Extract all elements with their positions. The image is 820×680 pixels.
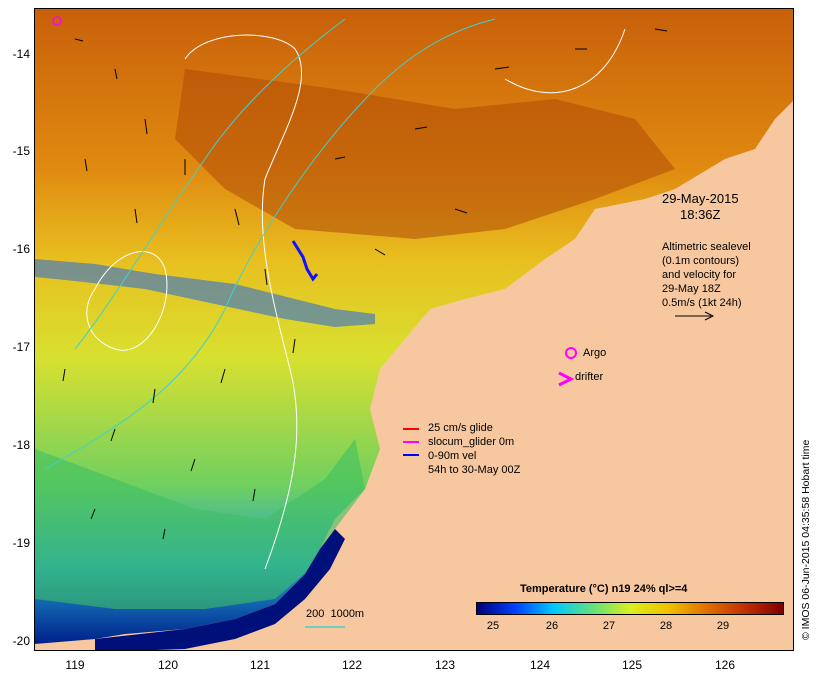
argo-label: Argo — [583, 347, 607, 359]
colorbar-tick: 28 — [659, 620, 673, 632]
lon-label: 122 — [341, 658, 363, 672]
altimetry-line: 0.5m/s (1kt 24h) — [662, 297, 742, 309]
legend-vel-label: 0-90m vel — [428, 450, 477, 462]
lat-label: -17 — [12, 340, 30, 354]
legend-span-label: 54h to 30-May 00Z — [428, 464, 521, 476]
blue-coastal — [95, 529, 345, 650]
colorbar-title: Temperature (°C) n19 24% ql>=4 — [520, 583, 688, 595]
colorbar-tick: 27 — [602, 620, 616, 632]
sealevel-contour — [86, 251, 168, 351]
altimetry-line: (0.1m contours) — [662, 255, 740, 267]
warm-patch — [175, 69, 675, 239]
altimetry-line: and velocity for — [662, 269, 736, 281]
altimetry-line: Altimetric sealevel — [662, 241, 751, 253]
date-label: 29-May-2015 18:36Z — [662, 191, 739, 223]
colorbar-tick: 26 — [545, 620, 559, 632]
drifter-label: drifter — [575, 371, 604, 383]
scale-arrow-head — [704, 311, 715, 321]
lon-label: 119 — [65, 658, 85, 672]
legend-slocum-label: slocum_glider 0m — [428, 436, 515, 448]
lon-label: 121 — [249, 658, 271, 672]
lat-label: -18 — [12, 438, 30, 452]
lon-label: 124 — [529, 658, 551, 672]
velocity-arrows — [62, 28, 668, 540]
lat-label: -14 — [12, 47, 30, 61]
green-nearshore — [35, 439, 365, 609]
argo-marker — [565, 347, 577, 359]
isobath-1000 — [74, 18, 346, 350]
legend-glide-label: 25 cm/s glide — [428, 422, 493, 434]
colorbar-tick: 29 — [716, 620, 730, 632]
lat-label: -20 — [12, 634, 30, 648]
drifter-marker — [558, 371, 575, 387]
sealevel-contour — [184, 34, 303, 570]
lon-label: 120 — [157, 658, 179, 672]
lat-label: -19 — [12, 536, 30, 550]
sealevel-contour — [504, 28, 626, 94]
lon-label: 123 — [434, 658, 456, 672]
depth-scale-label: 200 1000m — [306, 608, 365, 620]
cool-band — [35, 259, 375, 327]
glider-track — [291, 240, 319, 282]
lon-label: 126 — [714, 658, 736, 672]
colorbar — [476, 602, 784, 615]
lat-label: -16 — [12, 242, 30, 256]
colorbar-tick: 25 — [486, 620, 500, 632]
track-legend: 25 cm/s glide slocum_glider 0m 0-90m vel… — [428, 421, 520, 477]
altimetry-line: 29-May 18Z — [662, 283, 721, 295]
map-canvas — [35, 9, 793, 650]
altimetry-note: Altimetric sealevel (0.1m contours) and … — [662, 240, 751, 310]
imos-credit: © IMOS 06-Jun-2015 04:35:58 Hobart time — [800, 439, 812, 640]
date-line2: 18:36Z — [680, 207, 721, 222]
isobath-200 — [44, 18, 496, 470]
sst-map — [34, 8, 794, 651]
argo-marker — [52, 16, 62, 26]
lon-label: 125 — [621, 658, 643, 672]
date-line1: 29-May-2015 — [662, 191, 739, 206]
lat-label: -15 — [12, 144, 30, 158]
